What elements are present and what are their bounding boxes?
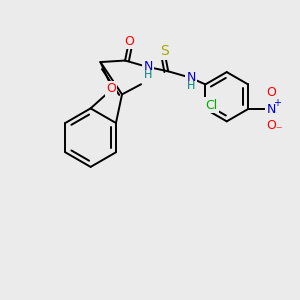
Text: O: O: [266, 119, 276, 133]
Text: Cl: Cl: [206, 99, 218, 112]
Text: S: S: [160, 44, 169, 58]
Text: N: N: [143, 60, 153, 73]
Text: N: N: [266, 103, 276, 116]
Text: O: O: [266, 85, 276, 99]
Text: ⁻: ⁻: [275, 124, 281, 137]
Text: O: O: [124, 35, 134, 48]
Text: H: H: [187, 81, 196, 91]
Text: O: O: [106, 82, 116, 95]
Text: H: H: [144, 70, 152, 80]
Text: N: N: [187, 71, 196, 84]
Text: +: +: [273, 98, 281, 108]
